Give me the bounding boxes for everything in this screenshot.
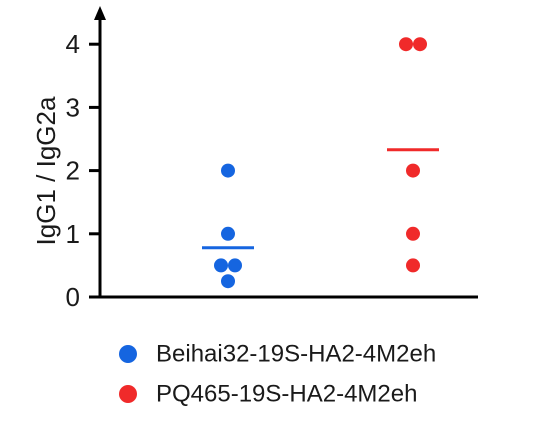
data-marks <box>202 37 439 289</box>
y-tick-label: 1 <box>66 219 80 249</box>
legend: Beihai32-19S-HA2-4M2eh PQ465-19S-HA2-4M2e… <box>119 341 436 408</box>
y-tick-label: 4 <box>66 29 80 59</box>
data-point <box>228 258 242 273</box>
y-tick-label: 2 <box>66 156 80 186</box>
data-point <box>406 226 420 241</box>
data-point <box>406 258 420 273</box>
legend-marker <box>119 345 137 363</box>
data-point <box>413 37 427 52</box>
data-point <box>214 258 228 273</box>
axes <box>94 6 478 299</box>
y-tick-label: 0 <box>66 282 80 312</box>
y-axis-arrow-icon <box>94 6 106 20</box>
legend-label: PQ465-19S-HA2-4M2eh <box>156 381 417 408</box>
y-tick-label: 3 <box>66 92 80 122</box>
y-ticks: 0 1 2 3 4 <box>66 29 100 312</box>
data-point <box>399 37 413 52</box>
data-point <box>221 274 235 289</box>
data-point <box>221 163 235 178</box>
legend-label: Beihai32-19S-HA2-4M2eh <box>156 341 436 368</box>
data-point <box>406 163 420 178</box>
data-point <box>221 226 235 241</box>
legend-marker <box>119 385 137 403</box>
y-axis-label: IgG1 / IgG2a <box>31 96 61 245</box>
